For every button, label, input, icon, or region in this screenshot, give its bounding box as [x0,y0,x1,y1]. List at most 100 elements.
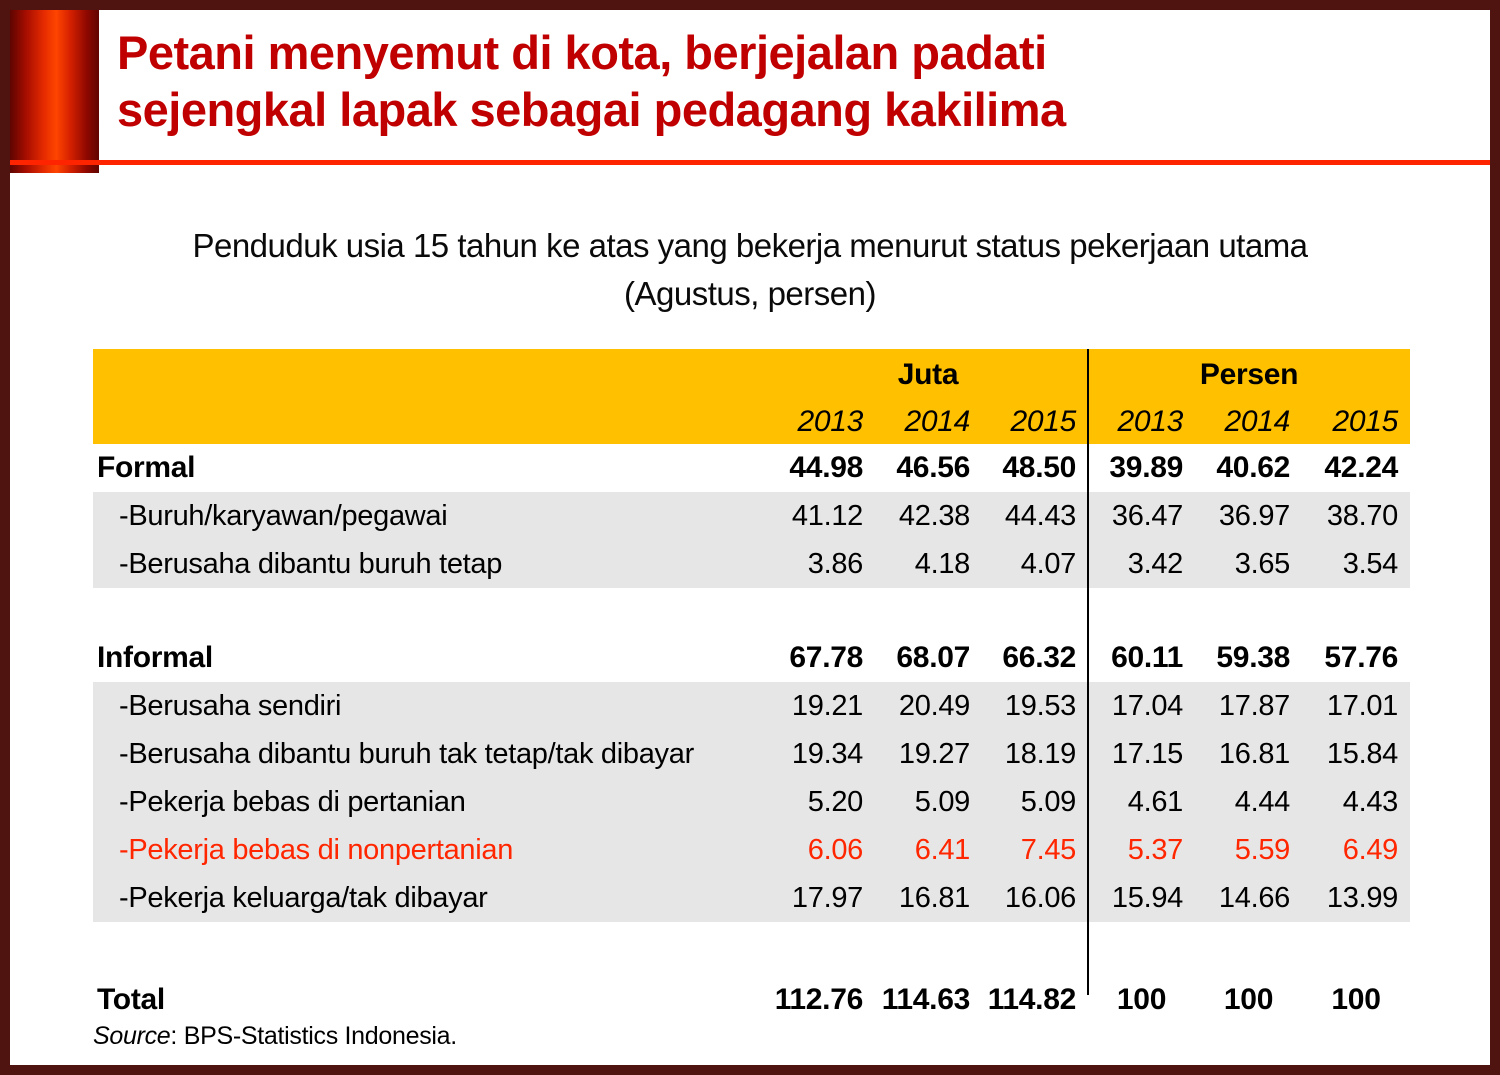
cell-label: -Pekerja bebas di pertanian [119,785,466,818]
cell-value: 4.07 [1020,547,1077,580]
cell-value: 3.65 [1234,547,1291,580]
header-year: 2015 [1010,405,1076,438]
table-row-buruh-karyawan: -Buruh/karyawan/pegawai 41.12 42.38 44.4… [93,492,1410,540]
cell-value: 5.37 [1127,833,1184,866]
cell-value: 42.24 [1324,451,1398,484]
cell-value: 41.12 [791,499,863,532]
cell-value: 48.50 [1002,451,1076,484]
cell-value: 16.81 [1218,737,1290,770]
juta-persen-divider-line [1087,349,1089,995]
cell-value: 15.84 [1326,737,1398,770]
cell-value: 6.06 [807,833,864,866]
cell-value: 44.43 [1004,499,1076,532]
header-group-persen: Persen [1199,357,1299,391]
table-row-total: Total 112.76 114.63 114.82 100 100 100 [93,977,1410,1023]
cell-value: 68.07 [896,641,970,674]
table-caption-line1: Penduduk usia 15 tahun ke atas yang beke… [192,227,1308,264]
cell-value: 66.32 [1002,641,1076,674]
slide-title-line1: Petani menyemut di kota, berjejalan pada… [117,26,1047,79]
cell-value: 15.94 [1111,881,1183,914]
cell-value: 19.34 [791,737,863,770]
slide-title: Petani menyemut di kota, berjejalan pada… [117,24,1417,138]
cell-value: 17.04 [1111,689,1183,722]
cell-value: 13.99 [1326,881,1398,914]
cell-value: 57.76 [1324,641,1398,674]
title-underline-rule [10,160,1490,165]
slide-title-line2: sejengkal lapak sebagai pedagang kakilim… [117,83,1066,136]
source-label: Source [93,1022,171,1050]
cell-label: -Berusaha dibantu buruh tetap [119,547,503,580]
cell-value: 4.18 [914,547,971,580]
table-row-formal: Formal 44.98 46.56 48.50 39.89 40.62 42.… [93,444,1410,492]
cell-value: 20.49 [898,689,970,722]
cell-value: 16.06 [1004,881,1076,914]
cell-value: 7.45 [1020,833,1077,866]
cell-value: 38.70 [1326,499,1398,532]
cell-value: 114.63 [881,983,971,1016]
cell-value: 5.20 [807,785,864,818]
table-row-berusaha-tak-tetap: -Berusaha dibantu buruh tak tetap/tak di… [93,730,1410,778]
table-caption-line2: (Agustus, persen) [624,275,876,312]
cell-value: 4.61 [1127,785,1184,818]
cell-value: 100 [1223,983,1274,1016]
header-year: 2014 [1224,405,1290,438]
cell-value: 59.38 [1216,641,1290,674]
cell-value: 100 [1331,983,1381,1016]
cell-value: 19.27 [898,737,970,770]
table-row-berusaha-buruh-tetap: -Berusaha dibantu buruh tetap 3.86 4.18 … [93,540,1410,588]
cell-value: 17.87 [1218,689,1290,722]
cell-label: -Pekerja keluarga/tak dibayar [119,881,488,914]
cell-value: 3.42 [1127,547,1184,580]
cell-value: 17.97 [791,881,863,914]
table-header-groups: Juta Persen [93,349,1410,400]
cell-value: 3.86 [807,547,864,580]
cell-value: 6.41 [914,833,971,866]
cell-value: 36.97 [1218,499,1290,532]
header-year: 2015 [1332,405,1398,438]
cell-label: -Berusaha sendiri [119,689,342,722]
cell-value: 46.56 [896,451,970,484]
cell-value: 5.09 [1020,785,1077,818]
cell-label: Informal [97,641,213,674]
cell-value: 60.11 [1111,641,1183,674]
cell-value: 14.66 [1218,881,1290,914]
cell-value: 19.21 [791,689,863,722]
table-caption: Penduduk usia 15 tahun ke atas yang beke… [10,222,1490,318]
header-year: 2014 [904,405,970,438]
cell-value: 4.43 [1342,785,1399,818]
cell-label: Total [97,983,165,1016]
table-header-years: 2013 2014 2015 2013 2014 2015 [93,400,1410,444]
header-year: 2013 [797,405,863,438]
cell-value: 36.47 [1111,499,1183,532]
cell-value: 19.53 [1004,689,1076,722]
cell-value: 42.38 [898,499,970,532]
cell-value: 6.49 [1342,833,1399,866]
cell-value: 114.82 [987,983,1077,1016]
cell-label: -Buruh/karyawan/pegawai [119,499,448,532]
table-row-pekerja-bebas-nonpertanian: -Pekerja bebas di nonpertanian 6.06 6.41… [93,826,1410,874]
cell-value: 100 [1116,983,1167,1016]
cell-value: 44.98 [789,451,863,484]
cell-value: 5.59 [1234,833,1291,866]
source-text: : BPS-Statistics Indonesia. [170,1022,457,1050]
cell-label: Formal [97,451,196,484]
cell-value: 39.89 [1109,451,1183,484]
header-group-juta: Juta [897,357,959,391]
cell-value: 3.54 [1342,547,1399,580]
cell-value: 4.44 [1234,785,1291,818]
cell-value: 67.78 [789,641,863,674]
cell-label: -Berusaha dibantu buruh tak tetap/tak di… [119,737,694,770]
cell-value: 18.19 [1004,737,1076,770]
cell-label: -Pekerja bebas di nonpertanian [119,833,514,866]
cell-value: 16.81 [898,881,970,914]
cell-value: 17.15 [1111,737,1183,770]
cell-value: 112.76 [774,983,864,1016]
data-table: Juta Persen 2013 2014 2015 2013 2014 201… [93,349,1410,1023]
cell-value: 5.09 [914,785,971,818]
table-row-pekerja-keluarga: -Pekerja keluarga/tak dibayar 17.97 16.8… [93,874,1410,922]
source-note: Source: BPS-Statistics Indonesia. [93,1022,457,1051]
section-gap [93,588,1410,634]
table-row-pekerja-bebas-pertanian: -Pekerja bebas di pertanian 5.20 5.09 5.… [93,778,1410,826]
section-gap [93,922,1410,977]
